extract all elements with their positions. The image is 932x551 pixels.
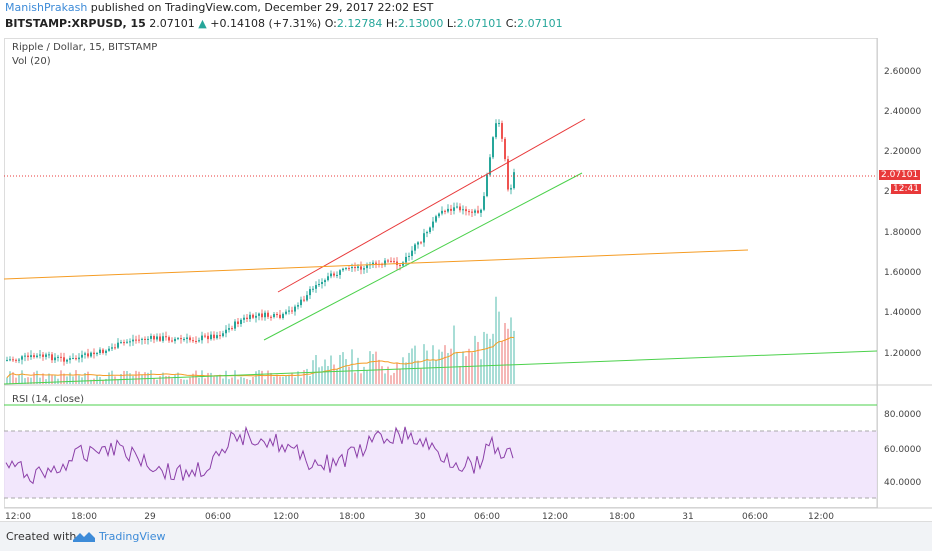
- low-label: L:: [446, 17, 457, 30]
- tradingview-link[interactable]: TradingView: [99, 530, 166, 543]
- low-value: 2.07101: [456, 17, 503, 30]
- time-tick: 06:00: [205, 512, 231, 522]
- time-tick: 31: [682, 512, 693, 522]
- time-tick: 30: [414, 512, 426, 522]
- footer: Created with TradingView: [0, 521, 932, 551]
- publish-info: ManishPrakash published on TradingView.c…: [5, 1, 433, 14]
- rsi-tick: 40.0000: [884, 478, 921, 488]
- time-tick: 12:00: [542, 512, 568, 522]
- price-tick: 1.60000: [884, 268, 921, 278]
- author-link[interactable]: ManishPrakash: [5, 1, 88, 14]
- time-tick: 12:00: [808, 512, 834, 522]
- open-value: 2.12784: [336, 17, 383, 30]
- price-tick: 2.60000: [884, 67, 921, 77]
- created-with-text: Created with: [6, 530, 77, 543]
- up-arrow-icon: ▲: [198, 17, 207, 30]
- last-price: 2.07101: [149, 17, 195, 30]
- price-change: +0.14108 (+7.31%): [210, 17, 322, 30]
- long-trend-line[interactable]: [3, 350, 878, 385]
- time-axis[interactable]: 12:00 18:00 29 06:00 12:00 18:00 30 06:00 12:00 1…: [5, 512, 834, 522]
- channel-top-line[interactable]: [277, 118, 586, 293]
- price-tick: 1.20000: [884, 349, 921, 359]
- rsi-tick: 60.0000: [884, 445, 921, 455]
- price-tick: 2.20000: [884, 147, 921, 157]
- candles: [6, 119, 515, 366]
- volume-bars: [6, 296, 515, 384]
- published-text: published on TradingView.com, December 2…: [90, 1, 434, 14]
- price-tick: 1.40000: [884, 308, 921, 318]
- time-tick: 12:00: [273, 512, 299, 522]
- channel-bottom-line[interactable]: [263, 172, 583, 341]
- close-label: C:: [505, 17, 518, 30]
- time-tick: 12:00: [5, 512, 31, 522]
- time-tick: 18:00: [339, 512, 365, 522]
- support-line[interactable]: [3, 249, 749, 280]
- rsi-band: [4, 431, 877, 498]
- tradingview-logo-icon: [73, 532, 95, 542]
- symbol-label[interactable]: BITSTAMP:XRPUSD, 15: [5, 17, 146, 30]
- chart-header: ManishPrakash published on TradingView.c…: [0, 0, 932, 38]
- symbol-ohlc-line: BITSTAMP:XRPUSD, 15 2.07101 ▲ +0.14108 (…: [5, 17, 563, 30]
- high-label: H:: [385, 17, 398, 30]
- volume-ma-line: [6, 336, 515, 378]
- close-value: 2.07101: [517, 17, 563, 30]
- open-label: O:: [324, 17, 337, 30]
- rsi-tick: 80.0000: [884, 410, 921, 420]
- price-tick: 1.80000: [884, 228, 921, 238]
- rsi-line: [5, 425, 514, 485]
- chart-legend-title[interactable]: Ripple / Dollar, 15, BITSTAMP: [12, 42, 158, 53]
- time-tick: 06:00: [474, 512, 500, 522]
- rsi-legend[interactable]: RSI (14, close): [12, 394, 85, 405]
- price-tick: 2.40000: [884, 107, 921, 117]
- bar-countdown-badge: 12:41: [891, 184, 921, 194]
- time-tick: 18:00: [71, 512, 97, 522]
- high-value: 2.13000: [397, 17, 444, 30]
- time-tick: 29: [144, 512, 156, 522]
- current-price-badge: 2.07101: [879, 170, 921, 180]
- time-tick: 18:00: [609, 512, 635, 522]
- time-tick: 06:00: [742, 512, 768, 522]
- volume-legend[interactable]: Vol (20): [12, 56, 51, 67]
